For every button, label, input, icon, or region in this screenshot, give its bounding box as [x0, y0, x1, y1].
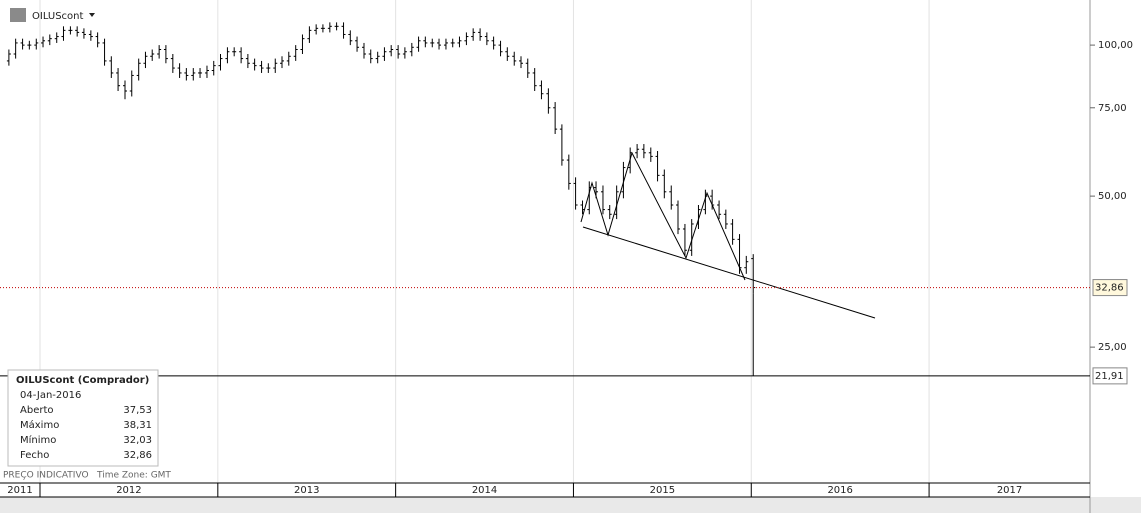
x-tick-label: 2014: [472, 485, 497, 496]
y-tick-label: 100,00: [1098, 40, 1133, 51]
crosshair-label: 21,91: [1095, 371, 1124, 382]
overlay: 32,86 21,91: [0, 279, 1128, 385]
info-title: OILUScont (Comprador): [16, 375, 149, 386]
x-tick-label: 2016: [827, 485, 852, 496]
info-value: 32,86: [123, 450, 152, 461]
x-tick-label: 2017: [997, 485, 1022, 496]
info-label: Fecho: [20, 450, 49, 461]
info-value: 32,03: [123, 435, 152, 446]
footer-note: PREÇO INDICATIVO: [3, 471, 89, 481]
info-value: 38,31: [123, 420, 152, 431]
info-value: 37,53: [123, 405, 152, 416]
x-tick-label: 2011: [7, 485, 32, 496]
info-date: 04-Jan-2016: [20, 390, 81, 401]
timezone: Time Zone: GMT: [96, 471, 171, 481]
symbol-icon[interactable]: [10, 8, 26, 22]
info-box-frame: [7, 369, 159, 467]
bars: [6, 22, 756, 294]
symbol-name[interactable]: OILUScont: [32, 11, 84, 22]
x-tick-label: 2013: [294, 485, 319, 496]
drawing-tools: [580, 151, 876, 319]
y-tick-label: 50,00: [1098, 191, 1127, 202]
crosshair-box: [1092, 367, 1128, 385]
last-price-box: [1092, 279, 1128, 297]
x-tick-label: 2012: [116, 485, 141, 496]
y-tick-label: 75,00: [1098, 103, 1127, 114]
grid: [39, 0, 930, 497]
info-label: Máximo: [20, 419, 59, 431]
dropdown-arrow[interactable]: [89, 13, 95, 17]
info-label: Mínimo: [20, 434, 56, 446]
last-price-label: 32,86: [1095, 283, 1124, 294]
y-tick-label: 25,00: [1098, 342, 1127, 353]
info-box: OILUScont (Comprador) 04-Jan-2016 Aberto…: [7, 369, 159, 467]
bottom-strip: [0, 497, 1141, 513]
trend-line: [582, 226, 876, 319]
zigzag-line: [580, 151, 746, 281]
info-label: Aberto: [20, 405, 54, 416]
x-tick-label: 2015: [650, 485, 675, 496]
